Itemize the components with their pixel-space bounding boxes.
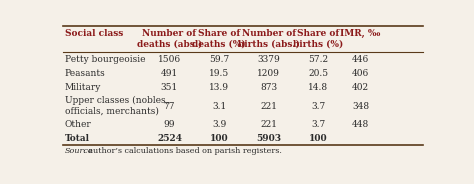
- Text: 221: 221: [260, 102, 277, 111]
- Text: 5903: 5903: [256, 134, 281, 143]
- Text: 59.7: 59.7: [209, 55, 229, 64]
- Text: 1506: 1506: [158, 55, 181, 64]
- Text: 19.5: 19.5: [209, 69, 229, 78]
- Text: 3.7: 3.7: [311, 120, 325, 129]
- Text: 3.9: 3.9: [212, 120, 226, 129]
- Text: 100: 100: [309, 134, 328, 143]
- Text: 14.8: 14.8: [308, 84, 328, 93]
- Text: 406: 406: [352, 69, 369, 78]
- Text: 448: 448: [352, 120, 369, 129]
- Text: Military: Military: [65, 84, 101, 93]
- Text: 77: 77: [164, 102, 175, 111]
- Text: Total: Total: [65, 134, 90, 143]
- Text: 3.1: 3.1: [212, 102, 226, 111]
- Text: Share of
births (%): Share of births (%): [293, 29, 343, 49]
- Text: 351: 351: [161, 84, 178, 93]
- Text: 491: 491: [161, 69, 178, 78]
- Text: 446: 446: [352, 55, 369, 64]
- Text: Other: Other: [65, 120, 91, 129]
- Text: 100: 100: [210, 134, 228, 143]
- Text: 348: 348: [352, 102, 369, 111]
- Text: Peasants: Peasants: [65, 69, 106, 78]
- Text: IMR, ‰: IMR, ‰: [340, 29, 381, 38]
- Text: Petty bourgeoisie: Petty bourgeoisie: [65, 55, 145, 64]
- Text: 99: 99: [164, 120, 175, 129]
- Text: 873: 873: [260, 84, 277, 93]
- Text: Share of
deaths (%): Share of deaths (%): [192, 29, 246, 49]
- Text: 3.7: 3.7: [311, 102, 325, 111]
- Text: 3379: 3379: [257, 55, 280, 64]
- Text: Upper classes (nobles,
officials, merchants): Upper classes (nobles, officials, mercha…: [65, 96, 168, 116]
- Text: 2524: 2524: [157, 134, 182, 143]
- Text: 57.2: 57.2: [308, 55, 328, 64]
- Text: 221: 221: [260, 120, 277, 129]
- Text: Number of
births (abs.): Number of births (abs.): [237, 29, 300, 49]
- Text: Source: Source: [65, 147, 93, 155]
- Text: 1209: 1209: [257, 69, 280, 78]
- Text: 402: 402: [352, 84, 369, 93]
- Text: Number of
deaths (abs.): Number of deaths (abs.): [137, 29, 202, 49]
- Text: 13.9: 13.9: [209, 84, 229, 93]
- Text: 20.5: 20.5: [308, 69, 328, 78]
- Text: : author’s calculations based on parish registers.: : author’s calculations based on parish …: [83, 147, 282, 155]
- Text: Social class: Social class: [65, 29, 123, 38]
